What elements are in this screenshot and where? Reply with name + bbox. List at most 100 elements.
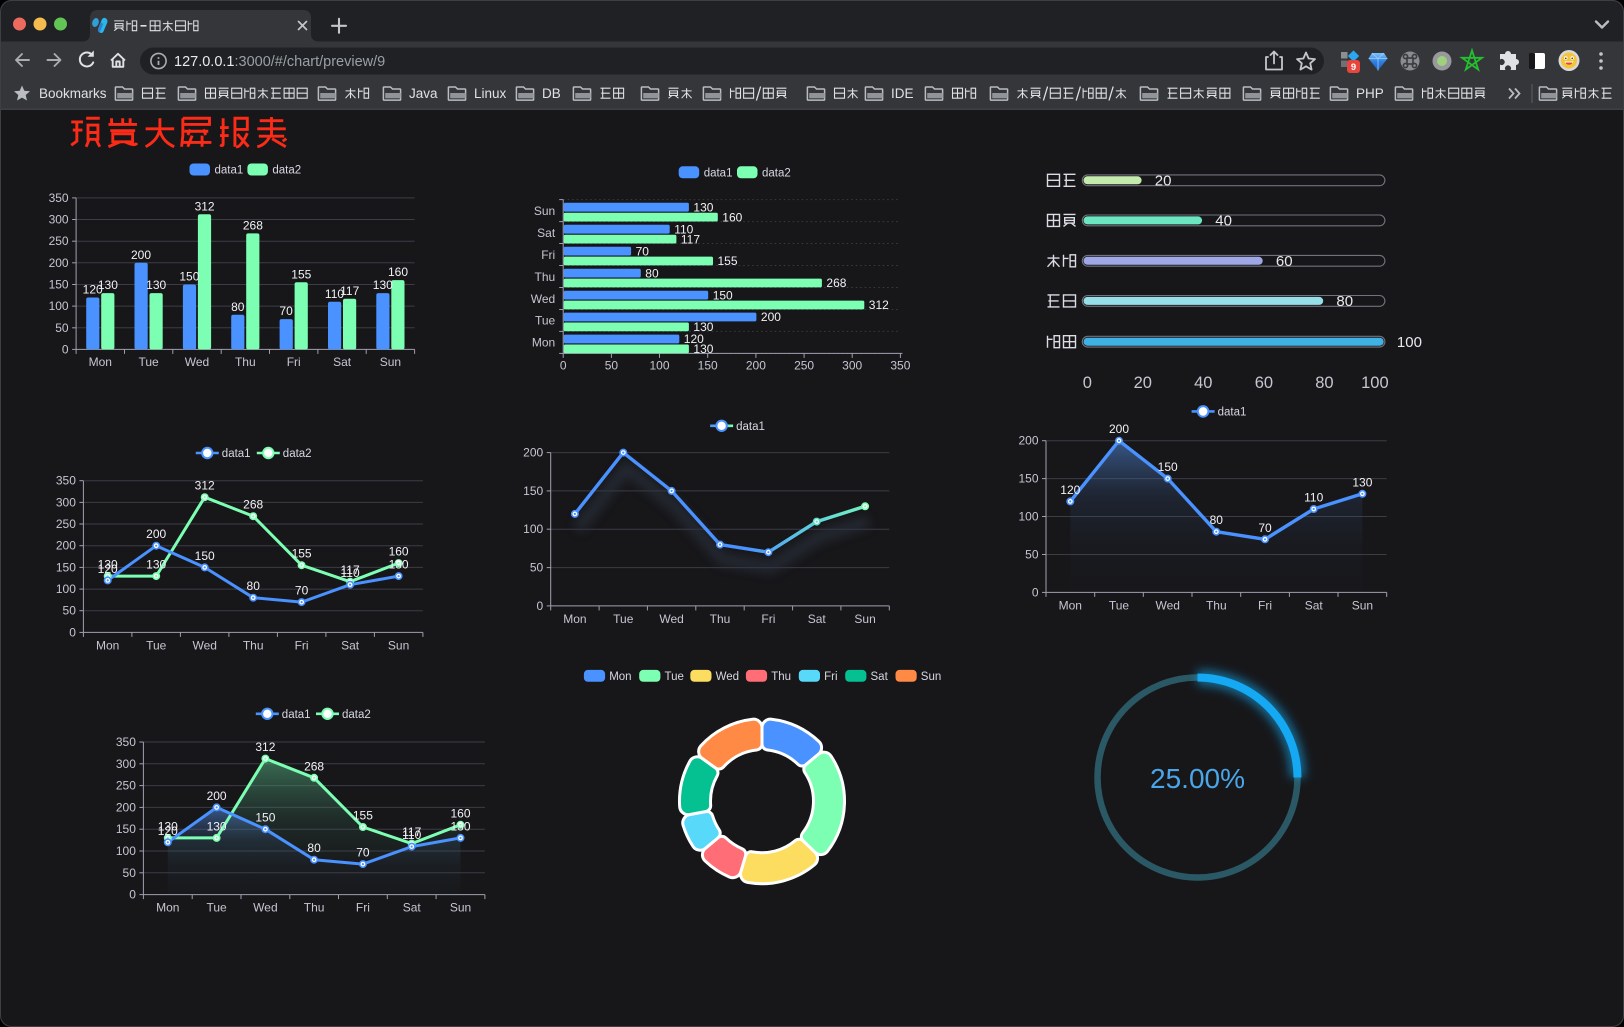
svg-text:130: 130 — [98, 278, 118, 292]
svg-text:110: 110 — [1304, 491, 1323, 505]
svg-text:data1: data1 — [704, 167, 733, 179]
svg-text:data2: data2 — [272, 165, 301, 177]
svg-text:data1: data1 — [282, 709, 311, 721]
svg-text:Wed: Wed — [716, 671, 739, 683]
svg-text:Sun: Sun — [534, 204, 555, 218]
svg-text:130: 130 — [98, 558, 118, 572]
svg-text:Thu: Thu — [771, 671, 791, 683]
svg-text:Mon: Mon — [532, 336, 555, 350]
svg-text:150: 150 — [255, 811, 275, 825]
svg-text:Fri: Fri — [287, 355, 301, 369]
svg-text:200: 200 — [746, 358, 766, 372]
svg-text:0: 0 — [62, 342, 69, 356]
svg-text:Tue: Tue — [1109, 598, 1130, 612]
svg-text:110: 110 — [674, 222, 693, 236]
svg-text:Sat: Sat — [403, 901, 422, 915]
svg-text:130: 130 — [373, 278, 393, 292]
svg-text:Bookmarks: Bookmarks — [39, 86, 107, 101]
svg-text:40: 40 — [1194, 374, 1212, 392]
svg-text:IDE: IDE — [891, 86, 914, 101]
svg-text:312: 312 — [195, 199, 215, 213]
svg-text:200: 200 — [131, 248, 151, 262]
svg-text:200: 200 — [207, 789, 227, 803]
svg-text:Mon: Mon — [89, 355, 112, 369]
svg-text:Wed: Wed — [185, 355, 209, 369]
svg-text:300: 300 — [56, 495, 76, 509]
svg-text:Fri: Fri — [356, 901, 370, 915]
svg-text:312: 312 — [195, 479, 215, 493]
svg-text:Mon: Mon — [609, 671, 631, 683]
svg-text:160: 160 — [389, 545, 409, 559]
svg-text:80: 80 — [247, 579, 261, 593]
svg-text:Sat: Sat — [333, 355, 352, 369]
svg-text:50: 50 — [55, 321, 69, 335]
svg-text:155: 155 — [353, 809, 373, 823]
svg-text:300: 300 — [842, 358, 862, 372]
svg-text:Thu: Thu — [1206, 598, 1227, 612]
svg-text:155: 155 — [291, 267, 311, 281]
svg-text:120: 120 — [83, 283, 103, 297]
svg-text:160: 160 — [450, 806, 470, 820]
svg-text:130: 130 — [389, 558, 409, 572]
svg-text:312: 312 — [255, 740, 275, 754]
svg-text:Tue: Tue — [138, 355, 159, 369]
svg-text:117: 117 — [681, 232, 700, 246]
svg-text:Wed: Wed — [531, 292, 555, 306]
svg-text:70: 70 — [1258, 521, 1272, 535]
svg-text:Tue: Tue — [146, 638, 167, 652]
svg-text:130: 130 — [693, 320, 713, 334]
svg-text:Sun: Sun — [388, 638, 409, 652]
svg-text:Java: Java — [409, 86, 438, 101]
svg-text:120: 120 — [684, 332, 704, 346]
svg-text:200: 200 — [49, 256, 69, 270]
svg-text:200: 200 — [523, 446, 543, 460]
svg-text:Wed: Wed — [1155, 598, 1179, 612]
svg-text:Fri: Fri — [761, 612, 775, 626]
svg-text:300: 300 — [49, 213, 69, 227]
svg-text:Wed: Wed — [192, 638, 216, 652]
svg-text:130: 130 — [450, 819, 470, 833]
svg-text:80: 80 — [1336, 293, 1353, 310]
svg-text:100: 100 — [523, 522, 543, 536]
svg-text:120: 120 — [158, 824, 178, 838]
svg-text:150: 150 — [179, 270, 199, 284]
svg-text:Thu: Thu — [535, 270, 556, 284]
svg-text:20: 20 — [1155, 173, 1172, 190]
svg-text:200: 200 — [761, 310, 781, 324]
svg-text:Fri: Fri — [541, 248, 555, 262]
svg-text:120: 120 — [1060, 483, 1080, 497]
svg-text:250: 250 — [794, 358, 814, 372]
svg-text:100: 100 — [1397, 334, 1422, 351]
svg-text:Sun: Sun — [1352, 598, 1373, 612]
svg-text:130: 130 — [1352, 475, 1372, 489]
svg-text:250: 250 — [49, 234, 69, 248]
svg-text:data1: data1 — [736, 421, 765, 433]
svg-text:100: 100 — [649, 358, 669, 372]
svg-text:100: 100 — [1361, 374, 1389, 392]
svg-text:130: 130 — [146, 558, 166, 572]
svg-text:0: 0 — [1083, 374, 1092, 392]
svg-text:Sun: Sun — [854, 612, 875, 626]
svg-text:155: 155 — [718, 254, 738, 268]
svg-text:Sat: Sat — [1305, 598, 1324, 612]
svg-text:120: 120 — [98, 562, 118, 576]
svg-text:160: 160 — [388, 265, 408, 279]
svg-text:130: 130 — [146, 278, 166, 292]
svg-text:Sat: Sat — [871, 671, 889, 683]
svg-text:60: 60 — [1276, 253, 1293, 270]
svg-text:200: 200 — [146, 527, 166, 541]
svg-text:100: 100 — [49, 299, 69, 313]
svg-text:312: 312 — [869, 298, 889, 312]
svg-text:250: 250 — [116, 779, 136, 793]
svg-text:Thu: Thu — [235, 355, 256, 369]
svg-text:Thu: Thu — [243, 638, 264, 652]
svg-text:110: 110 — [341, 566, 360, 580]
svg-text:200: 200 — [56, 539, 76, 553]
svg-text:data1: data1 — [215, 165, 244, 177]
svg-text:25.00%: 25.00% — [1150, 763, 1245, 794]
svg-text:Mon: Mon — [96, 638, 119, 652]
svg-text:50: 50 — [530, 561, 544, 575]
svg-text:350: 350 — [49, 191, 69, 205]
svg-text:50: 50 — [63, 604, 77, 618]
svg-text:130: 130 — [693, 342, 713, 356]
